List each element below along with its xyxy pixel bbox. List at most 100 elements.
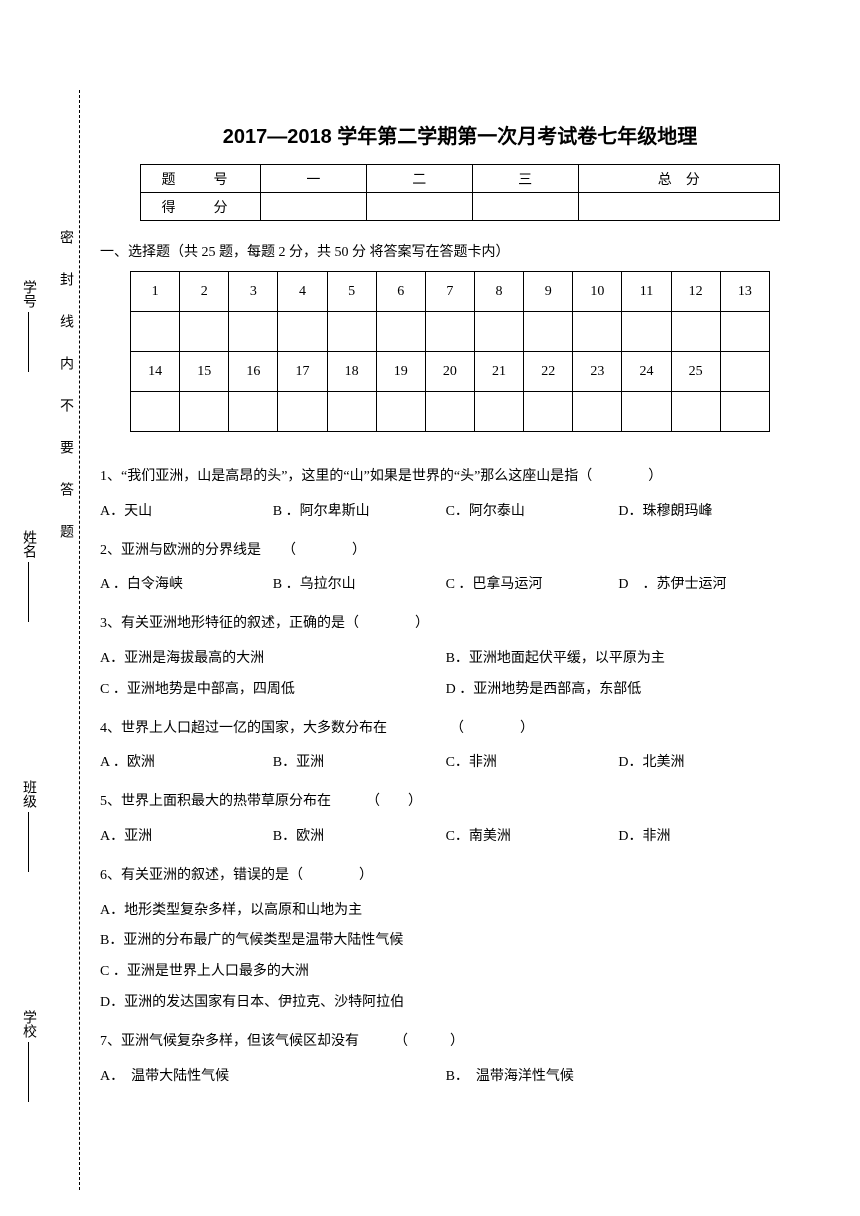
question-text: 4、世界上人口超过一亿的国家，大多数分布在 （ ）	[100, 714, 820, 745]
answer-blank	[474, 392, 523, 432]
answer-blank	[327, 392, 376, 432]
question-options: A． 温带大陆性气候B． 温带海洋性气候	[100, 1062, 820, 1093]
answer-cell: 21	[474, 352, 523, 392]
option: D ．苏伊士运河	[618, 570, 791, 601]
answer-cell: 16	[229, 352, 278, 392]
question-options: A．亚洲B．欧洲C．南美洲D．非洲	[100, 822, 820, 853]
option: B ．乌拉尔山	[273, 570, 446, 601]
question-text: 3、有关亚洲地形特征的叙述，正确的是（ ）	[100, 609, 820, 640]
answer-cell: 15	[180, 352, 229, 392]
option: D．珠穆朗玛峰	[618, 497, 791, 528]
option: B ．阿尔卑斯山	[273, 497, 446, 528]
option: B．欧洲	[273, 822, 446, 853]
answer-cell: 24	[622, 352, 671, 392]
answer-blank	[671, 392, 720, 432]
question-options: A．天山B ．阿尔卑斯山C．阿尔泰山D．珠穆朗玛峰	[100, 497, 820, 528]
answer-cell: 23	[573, 352, 622, 392]
section-title: 一、选择题（共 25 题，每题 2 分，共 50 分 将答案写在答题卡内）	[100, 241, 820, 261]
answer-cell: 7	[425, 272, 474, 312]
answer-blank	[622, 392, 671, 432]
option: A ．欧洲	[100, 748, 273, 779]
option: A ．白令海峡	[100, 570, 273, 601]
option: B． 温带海洋性气候	[446, 1062, 792, 1093]
option: B．亚洲	[273, 748, 446, 779]
seal-text: 密封线内不要答题	[55, 230, 75, 566]
option: B．亚洲地面起伏平缓，以平原为主	[446, 644, 792, 675]
option: B．亚洲的分布最广的气候类型是温带大陆性气候	[100, 926, 820, 957]
answer-cell: 9	[524, 272, 573, 312]
option: C ．亚洲地势是中部高，四周低	[100, 675, 446, 706]
answer-cell: 14	[131, 352, 180, 392]
option: D ．亚洲地势是西部高，东部低	[446, 675, 792, 706]
answer-blank	[327, 312, 376, 352]
option: A． 温带大陆性气候	[100, 1062, 446, 1093]
answer-cell: 10	[573, 272, 622, 312]
answer-cell: 1	[131, 272, 180, 312]
question-text: 1、“我们亚洲，山是高昂的头”，这里的“山”如果是世界的“头”那么这座山是指（ …	[100, 462, 820, 493]
answer-table: 12345678910111213 1415161718192021222324…	[130, 271, 770, 432]
sidebar-label-name: 姓名	[18, 530, 38, 626]
answer-cell	[720, 352, 769, 392]
answer-blank	[131, 392, 180, 432]
answer-blank	[278, 392, 327, 432]
answer-cell: 17	[278, 352, 327, 392]
answer-cell: 18	[327, 352, 376, 392]
option: C．南美洲	[446, 822, 619, 853]
option: A．亚洲是海拔最高的大洲	[100, 644, 446, 675]
answer-blank	[131, 312, 180, 352]
sidebar-label-number: 学号	[18, 280, 38, 376]
answer-cell: 8	[474, 272, 523, 312]
option: C ．巴拿马运河	[446, 570, 619, 601]
option: D．北美洲	[618, 748, 791, 779]
question-options: A ．欧洲B．亚洲C．非洲D．北美洲	[100, 748, 820, 779]
answer-cell: 20	[425, 352, 474, 392]
question-options: A．亚洲是海拔最高的大洲B．亚洲地面起伏平缓，以平原为主C ．亚洲地势是中部高，…	[100, 644, 820, 706]
answer-blank	[180, 312, 229, 352]
score-table: 题 号 一 二 三 总 分 得 分	[140, 164, 780, 221]
answer-blank	[671, 312, 720, 352]
sidebar-label-class: 班级	[18, 780, 38, 876]
answer-cell: 19	[376, 352, 425, 392]
page-title: 2017—2018 学年第二学期第一次月考试卷七年级地理	[100, 120, 820, 149]
question-options: A ．白令海峡B ．乌拉尔山C ．巴拿马运河D ．苏伊士运河	[100, 570, 820, 601]
answer-blank	[720, 312, 769, 352]
answer-cell: 5	[327, 272, 376, 312]
option: A．地形类型复杂多样，以高原和山地为主	[100, 896, 820, 927]
answer-blank	[425, 392, 474, 432]
answer-blank	[229, 312, 278, 352]
answer-blank	[524, 312, 573, 352]
answer-cell: 4	[278, 272, 327, 312]
question-text: 6、有关亚洲的叙述，错误的是（ ）	[100, 861, 820, 892]
answer-blank	[180, 392, 229, 432]
answer-cell: 25	[671, 352, 720, 392]
answer-blank	[425, 312, 474, 352]
option: D．非洲	[618, 822, 791, 853]
answer-blank	[720, 392, 769, 432]
answer-blank	[229, 392, 278, 432]
question-options: A．地形类型复杂多样，以高原和山地为主B．亚洲的分布最广的气候类型是温带大陆性气…	[100, 896, 820, 1019]
option: C．非洲	[446, 748, 619, 779]
answer-cell: 22	[524, 352, 573, 392]
question-text: 5、世界上面积最大的热带草原分布在 （ ）	[100, 787, 820, 818]
answer-cell: 12	[671, 272, 720, 312]
answer-blank	[376, 392, 425, 432]
option: C．阿尔泰山	[446, 497, 619, 528]
answer-blank	[573, 392, 622, 432]
answer-cell: 2	[180, 272, 229, 312]
answer-blank	[573, 312, 622, 352]
answer-cell: 6	[376, 272, 425, 312]
answer-cell: 13	[720, 272, 769, 312]
option: A．天山	[100, 497, 273, 528]
answer-cell: 3	[229, 272, 278, 312]
answer-blank	[376, 312, 425, 352]
sidebar-label-school: 学校	[18, 1010, 38, 1106]
option: C ．亚洲是世界上人口最多的大洲	[100, 957, 820, 988]
answer-blank	[524, 392, 573, 432]
question-text: 7、亚洲气候复杂多样，但该气候区却没有 （ ）	[100, 1027, 820, 1058]
answer-cell: 11	[622, 272, 671, 312]
answer-blank	[622, 312, 671, 352]
answer-blank	[474, 312, 523, 352]
question-text: 2、亚洲与欧洲的分界线是 （ ）	[100, 536, 820, 567]
option: D．亚洲的发达国家有日本、伊拉克、沙特阿拉伯	[100, 988, 820, 1019]
option: A．亚洲	[100, 822, 273, 853]
